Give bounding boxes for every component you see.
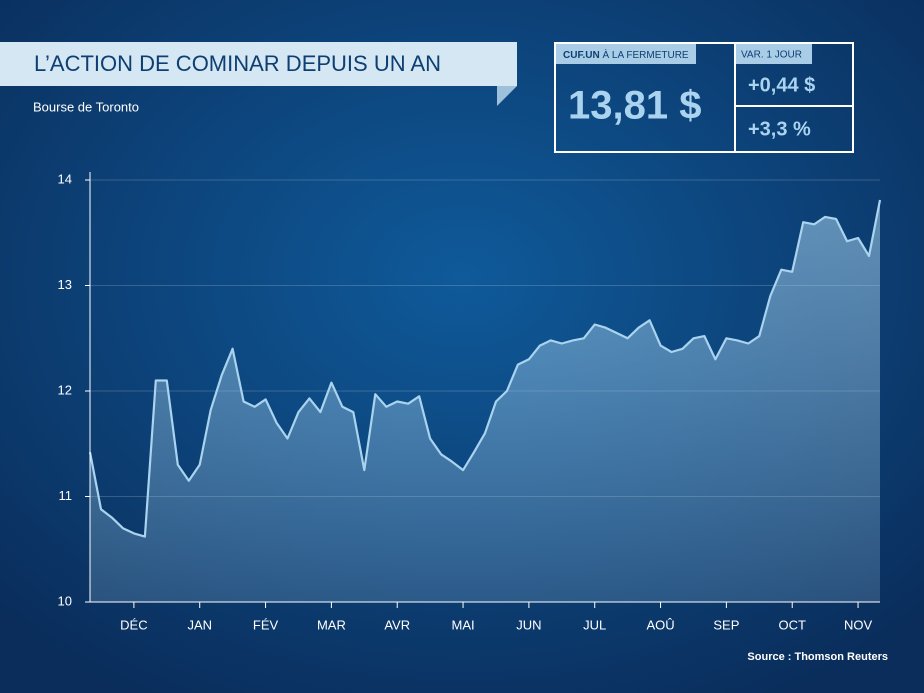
- y-tick-label: 14: [58, 171, 72, 186]
- x-tick-label: NOV: [844, 617, 873, 632]
- x-tick-label: JUN: [516, 617, 541, 632]
- label: À LA FERMETURE: [602, 48, 688, 61]
- y-tick-label: 12: [58, 382, 72, 397]
- area: [90, 200, 880, 602]
- y-tick-label: 11: [59, 488, 73, 503]
- x-tick-label: DÉC: [120, 617, 147, 632]
- x-tick-label: AOÛ: [646, 617, 674, 632]
- quote-label: CUF.UN À LA FERMETURE: [563, 48, 689, 61]
- x-tick-label: JUL: [583, 617, 606, 632]
- change-pct: +3,3 %: [748, 118, 811, 140]
- chart-title: L’ACTION DE COMINAR DEPUIS UN AN: [34, 51, 441, 76]
- quote-border: [554, 42, 854, 153]
- change-label: VAR. 1 JOUR: [741, 50, 802, 61]
- x-tick-label: MAI: [451, 617, 474, 632]
- x-tick-label: MAR: [317, 617, 346, 632]
- y-tick-label: 10: [58, 593, 72, 608]
- title-banner: [0, 42, 517, 86]
- banner-fold: [497, 86, 517, 106]
- price: 13,81 $: [568, 84, 701, 128]
- x-tick-label: FÉV: [253, 617, 279, 632]
- quote-tag: [556, 44, 696, 64]
- x-tick-label: JAN: [187, 617, 212, 632]
- x-tick-label: SEP: [713, 617, 739, 632]
- x-tick-label: AVR: [384, 617, 410, 632]
- subtitle: Bourse de Toronto: [33, 99, 139, 114]
- quote-tag: [736, 44, 812, 64]
- x-tick-label: OCT: [778, 617, 806, 632]
- line: [88, 199, 882, 538]
- symbol: CUF.UN: [563, 50, 600, 61]
- change: +0,44 $: [748, 74, 815, 96]
- quote-box: CUF.UN À LA FERMETURE VAR. 1 JOUR 13,81 …: [554, 42, 854, 153]
- y-tick-label: 13: [58, 277, 72, 292]
- source: Source : Thomson Reuters: [747, 651, 888, 663]
